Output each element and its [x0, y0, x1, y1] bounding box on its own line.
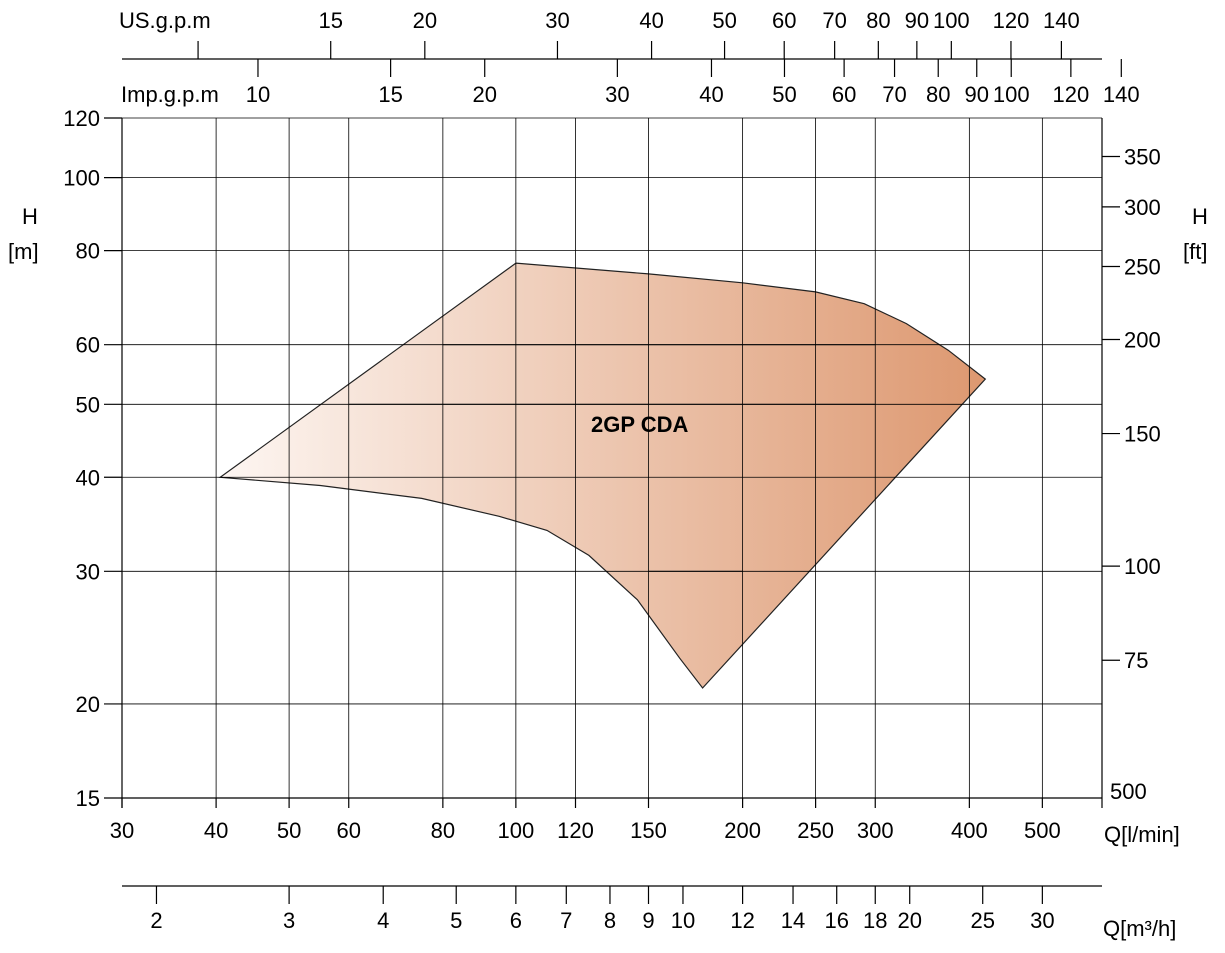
x-axis-label: Q[l/min] — [1104, 822, 1180, 847]
y-right-tick-label-150: 150 — [1124, 422, 1161, 447]
m3h-tick-label-16: 16 — [824, 908, 848, 933]
m3h-tick-label-7: 7 — [560, 908, 572, 933]
us-gpm-tick-label-140: 140 — [1043, 8, 1080, 33]
m3h-tick-label-8: 8 — [604, 908, 616, 933]
x-tick-label-250: 250 — [797, 818, 834, 843]
imp-gpm-tick-label-70: 70 — [882, 82, 906, 107]
y-left-tick-label-50: 50 — [76, 392, 100, 417]
x-tick-label-400: 400 — [951, 818, 988, 843]
us-gpm-tick-label-20: 20 — [413, 8, 437, 33]
x-tick-label-120: 120 — [557, 818, 594, 843]
us-gpm-tick-label-40: 40 — [639, 8, 663, 33]
us-gpm-tick-label-120: 120 — [993, 8, 1030, 33]
m3h-tick-label-25: 25 — [970, 908, 994, 933]
top-imp-axis-label: Imp.g.p.m — [121, 82, 219, 107]
y-left-tick-label-20: 20 — [76, 692, 100, 717]
us-gpm-tick-label-80: 80 — [866, 8, 890, 33]
m3h-tick-label-30: 30 — [1030, 908, 1054, 933]
label-layer: 30 40 50 60 80 100 120 150 200 250 300 400 500152030… — [63, 8, 1160, 933]
us-gpm-tick-label-50: 50 — [712, 8, 736, 33]
y-right-tick-label-75: 75 — [1124, 648, 1148, 673]
us-gpm-tick-label-60: 60 — [772, 8, 796, 33]
y-left-tick-label-120: 120 — [63, 106, 100, 131]
m3h-tick-label-5: 5 — [450, 908, 462, 933]
imp-gpm-tick-label-40: 40 — [699, 82, 723, 107]
y-left-tick-label-30: 30 — [76, 559, 100, 584]
y-right-tick-label-100: 100 — [1124, 554, 1161, 579]
imp-gpm-tick-label-15: 15 — [378, 82, 402, 107]
us-gpm-tick-label-30: 30 — [545, 8, 569, 33]
imp-gpm-tick-label-30: 30 — [605, 82, 629, 107]
bottom-axis-label: Q[m³/h] — [1103, 916, 1177, 941]
y-left-tick-label-15: 15 — [76, 786, 100, 811]
y-right-tick-label-300: 300 — [1124, 195, 1161, 220]
top-us-axis-label: US.g.p.m — [119, 8, 211, 33]
m3h-tick-label-14: 14 — [781, 908, 805, 933]
x-tick-label-60: 60 — [337, 818, 361, 843]
imp-gpm-tick-label-80: 80 — [926, 82, 950, 107]
x-tick-label-80: 80 — [431, 818, 455, 843]
region-label: 2GP CDA — [591, 412, 689, 437]
x-tick-label-50: 50 — [277, 818, 301, 843]
x-tick-label-100: 100 — [497, 818, 534, 843]
imp-gpm-tick-label-20: 20 — [472, 82, 496, 107]
y-right-tick-label-200: 200 — [1124, 327, 1161, 352]
imp-gpm-tick-label-100: 100 — [993, 82, 1030, 107]
imp-gpm-tick-label-50: 50 — [772, 82, 796, 107]
imp-gpm-tick-label-10: 10 — [246, 82, 270, 107]
m3h-tick-label-3: 3 — [283, 908, 295, 933]
y-left-tick-label-80: 80 — [76, 239, 100, 264]
m3h-tick-label-18: 18 — [863, 908, 887, 933]
m3h-tick-label-10: 10 — [671, 908, 695, 933]
region-layer — [218, 262, 987, 689]
m3h-tick-label-4: 4 — [377, 908, 389, 933]
us-gpm-tick-label-70: 70 — [822, 8, 846, 33]
imp-gpm-tick-label-120: 120 — [1053, 82, 1090, 107]
x-tick-label-30: 30 — [110, 818, 134, 843]
left-axis-label-h: H — [22, 204, 38, 229]
x-tick-label-300: 300 — [857, 818, 894, 843]
y-left-tick-label-60: 60 — [76, 333, 100, 358]
us-gpm-tick-label-100: 100 — [933, 8, 970, 33]
y-right-tick-label-250: 250 — [1124, 255, 1161, 280]
m3h-tick-label-20: 20 — [897, 908, 921, 933]
x-tick-label-40: 40 — [204, 818, 228, 843]
us-gpm-tick-label-90: 90 — [905, 8, 929, 33]
x-tick-label-500: 500 — [1024, 818, 1061, 843]
x-tick-label-150: 150 — [630, 818, 667, 843]
y-left-tick-label-40: 40 — [76, 465, 100, 490]
imp-gpm-tick-label-60: 60 — [832, 82, 856, 107]
imp-gpm-tick-label-140: 140 — [1103, 82, 1140, 107]
operating-region — [218, 262, 987, 689]
right-axis-extra-label: 500 — [1110, 779, 1147, 804]
y-right-tick-label-350: 350 — [1124, 144, 1161, 169]
x-tick-label-200: 200 — [724, 818, 761, 843]
grid-layer — [122, 117, 1102, 798]
y-left-tick-label-100: 100 — [63, 166, 100, 191]
m3h-tick-label-12: 12 — [730, 908, 754, 933]
m3h-tick-label-9: 9 — [642, 908, 654, 933]
right-axis-label-unit: [ft] — [1183, 239, 1208, 264]
right-axis-label-h: H — [1192, 204, 1208, 229]
m3h-tick-label-2: 2 — [150, 908, 162, 933]
imp-gpm-tick-label-90: 90 — [965, 82, 989, 107]
us-gpm-tick-label-15: 15 — [318, 8, 342, 33]
m3h-tick-label-6: 6 — [510, 908, 522, 933]
axes-layer — [104, 41, 1122, 904]
left-axis-label-unit: [m] — [8, 239, 39, 264]
